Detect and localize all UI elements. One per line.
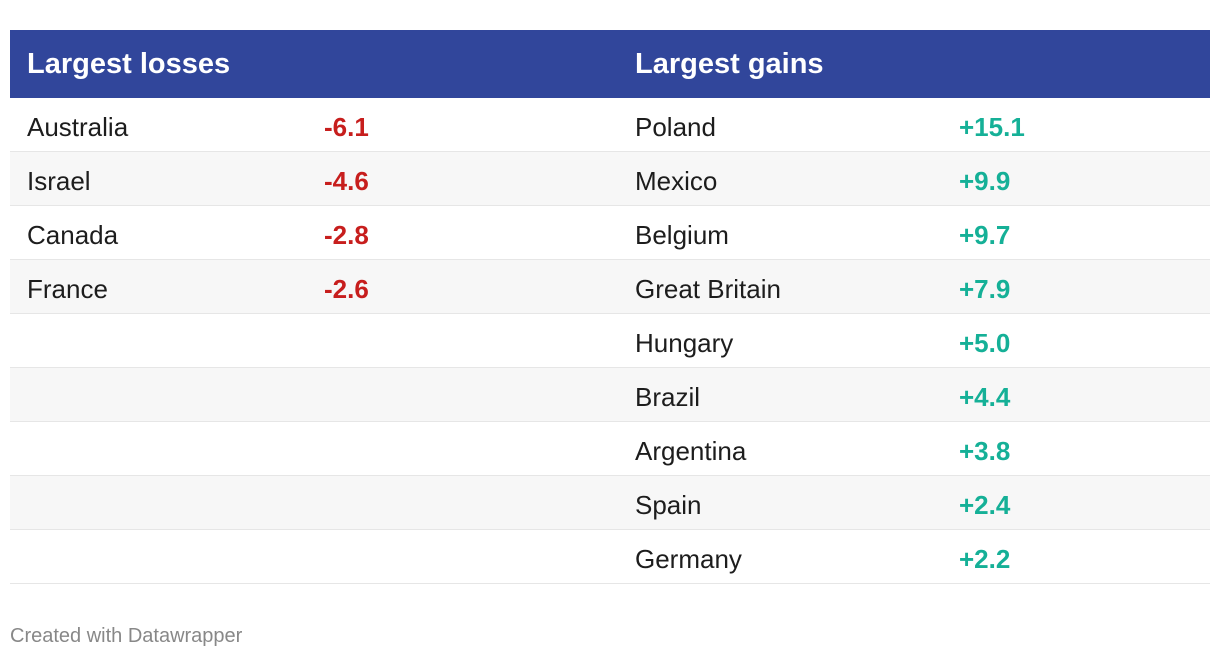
gain-country-cell: Spain bbox=[635, 490, 702, 520]
loss-value-cell: -6.1 bbox=[324, 112, 369, 142]
gain-value-cell: +2.4 bbox=[959, 490, 1011, 520]
gain-country-cell: Brazil bbox=[635, 382, 701, 412]
loss-country-cell: France bbox=[27, 274, 108, 304]
gain-value-cell: +9.9 bbox=[959, 166, 1011, 196]
table-row: Spain +2.4 bbox=[10, 476, 1210, 530]
loss-value-cell: -2.6 bbox=[324, 274, 369, 304]
gain-country-cell: Germany bbox=[635, 544, 742, 574]
table-body: Australia -6.1 Poland +15.1 Israel -4.6 Mexico… bbox=[10, 98, 1210, 584]
loss-value-cell: -4.6 bbox=[324, 166, 369, 196]
gain-value-cell: +3.8 bbox=[959, 436, 1011, 466]
loss-country-cell: Canada bbox=[27, 220, 119, 250]
gain-value-cell: +9.7 bbox=[959, 220, 1011, 250]
gain-country-cell: Hungary bbox=[635, 328, 734, 358]
loss-country-cell: Israel bbox=[27, 166, 91, 196]
gain-country-cell: Mexico bbox=[635, 166, 718, 196]
gain-country-cell: Great Britain bbox=[635, 274, 781, 304]
table-row: Israel -4.6 Mexico +9.9 bbox=[10, 152, 1210, 206]
table-header: Largest losses Largest gains bbox=[10, 30, 1210, 98]
table-row: Canada -2.8 Belgium +9.7 bbox=[10, 206, 1210, 260]
comparison-table: Largest losses Largest gains Australia -6… bbox=[10, 30, 1210, 584]
header-largest-gains: Largest gains bbox=[635, 48, 824, 80]
table-row: Brazil +4.4 bbox=[10, 368, 1210, 422]
gain-value-cell: +15.1 bbox=[959, 112, 1025, 142]
table-row: Germany +2.2 bbox=[10, 530, 1210, 584]
gain-country-cell: Argentina bbox=[635, 436, 747, 466]
loss-country-cell: Australia bbox=[27, 112, 129, 142]
table-row: Australia -6.1 Poland +15.1 bbox=[10, 98, 1210, 152]
gain-value-cell: +4.4 bbox=[959, 382, 1011, 412]
header-largest-losses: Largest losses bbox=[27, 48, 231, 80]
gain-country-cell: Poland bbox=[635, 112, 716, 142]
gain-country-cell: Belgium bbox=[635, 220, 729, 250]
table-row: Argentina +3.8 bbox=[10, 422, 1210, 476]
gain-value-cell: +5.0 bbox=[959, 328, 1011, 358]
footer-credit: Created with Datawrapper bbox=[10, 625, 243, 647]
gain-value-cell: +2.2 bbox=[959, 544, 1011, 574]
table-row: Hungary +5.0 bbox=[10, 314, 1210, 368]
loss-value-cell: -2.8 bbox=[324, 220, 369, 250]
table-row: France -2.6 Great Britain +7.9 bbox=[10, 260, 1210, 314]
gain-value-cell: +7.9 bbox=[959, 274, 1011, 304]
